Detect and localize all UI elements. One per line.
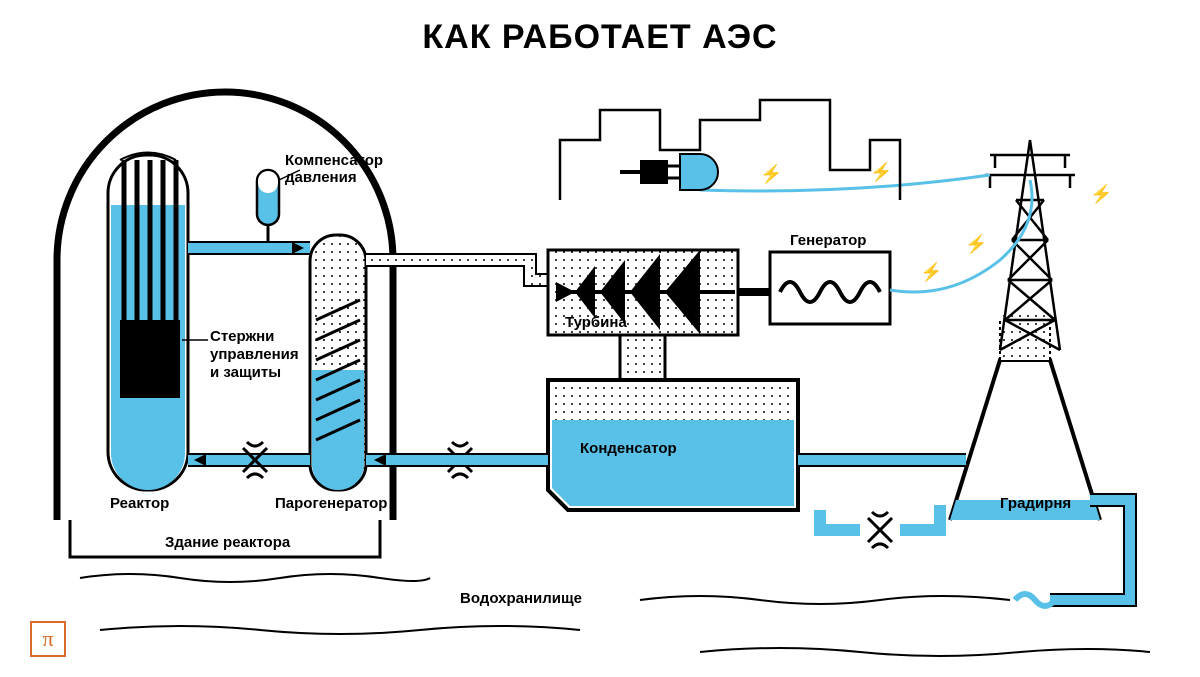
label-condenser: Конденсатор [580,440,677,457]
cooling-tower [950,315,1100,520]
feedwater-pipe [366,454,548,466]
diagram-svg: ⚡ ⚡ ⚡ ⚡ ⚡ [0,0,1200,677]
reservoir-waves [80,574,1150,656]
label-building: Здание реактора [165,534,290,551]
label-turbine: Турбина [565,314,627,331]
turbine-exhaust [620,335,665,383]
svg-text:⚡: ⚡ [760,163,782,185]
reactor-vessel [108,153,208,491]
generator [770,252,890,324]
power-wire: ⚡ ⚡ ⚡ [890,180,1112,292]
primary-hot-leg [188,242,310,254]
plug-icon [620,154,718,190]
label-steamgen: Парогенератор [275,495,387,512]
city-skyline [560,100,900,200]
svg-text:⚡: ⚡ [920,261,942,283]
steam-generator [310,235,366,490]
label-reservoir: Водохранилище [460,590,582,607]
label-tower: Градирня [1000,495,1071,512]
svg-text:⚡: ⚡ [1090,183,1112,205]
svg-text:⚡: ⚡ [965,233,987,255]
label-control-rods: Стержни управления и защиты [210,328,299,382]
label-compensator: Компенсатор давления [285,152,383,186]
pi-logo: π [30,621,66,657]
label-reactor: Реактор [110,495,169,512]
svg-text:⚡: ⚡ [870,161,892,183]
city-wire: ⚡ ⚡ [700,161,990,191]
label-generator: Генератор [790,232,866,249]
